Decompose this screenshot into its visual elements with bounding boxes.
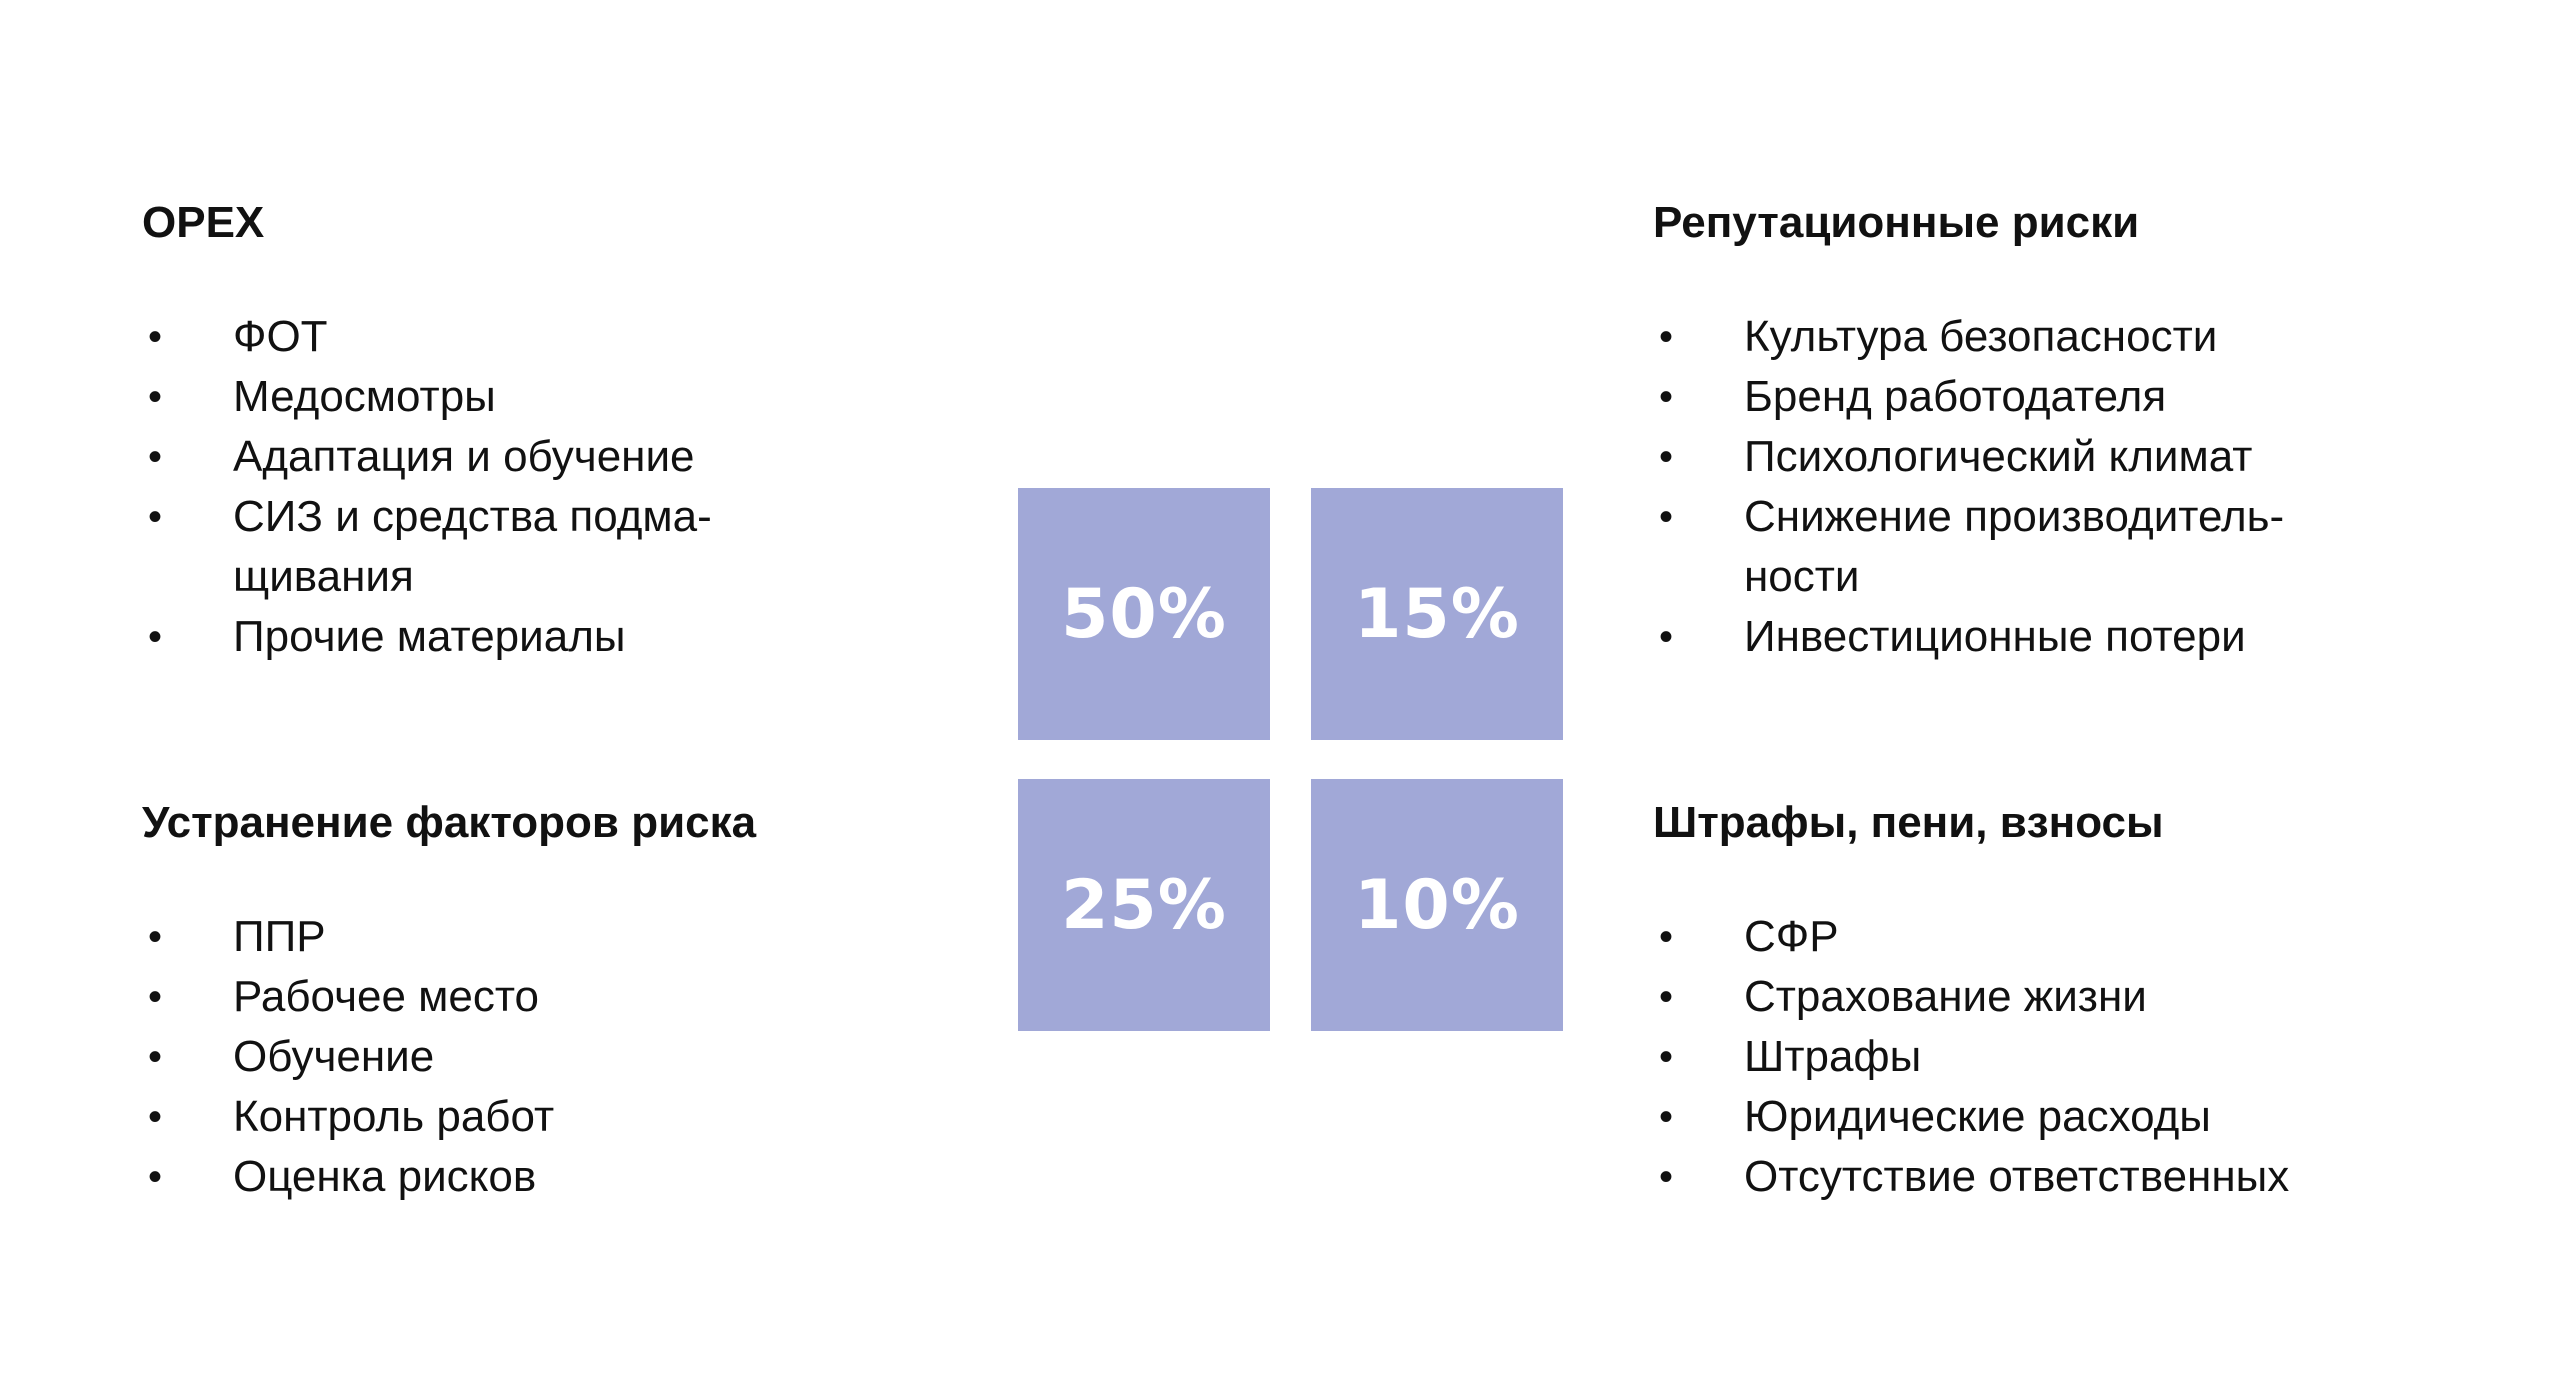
list-item: • Юридические расходы bbox=[1653, 1087, 2553, 1147]
bullet-icon: • bbox=[148, 975, 163, 1019]
list-item: • Культура безопасности bbox=[1653, 307, 2553, 367]
list-item: • Бренд работодателя bbox=[1653, 367, 2553, 427]
list-item-label: ППР bbox=[233, 912, 326, 961]
percent-tile-reputation: 15% bbox=[1311, 488, 1563, 740]
list-item-label: Оценка рисков bbox=[233, 1152, 537, 1201]
opex-block: OPEX • ФОТ • Медосмотры • Адаптация и обуче… bbox=[142, 193, 1042, 667]
bullet-icon: • bbox=[148, 1095, 163, 1139]
list-item: • Рабочее место bbox=[142, 967, 1042, 1027]
list-item-label: Обучение bbox=[233, 1032, 435, 1081]
list-item: • ППР bbox=[142, 907, 1042, 967]
bullet-icon: • bbox=[1659, 375, 1674, 419]
list-item-label: Культура безопасности bbox=[1744, 312, 2218, 361]
bullet-icon: • bbox=[148, 315, 163, 359]
list-item: • Отсутствие ответственных bbox=[1653, 1147, 2553, 1207]
bullet-icon: • bbox=[1659, 615, 1674, 659]
list-item: • ФОТ bbox=[142, 307, 1042, 367]
percent-tile-fines: 10% bbox=[1311, 779, 1563, 1031]
risk-factors-list: • ППР • Рабочее место • Обучение • Контроль … bbox=[142, 907, 1042, 1207]
list-item-label: Инвестиционные потери bbox=[1744, 612, 2246, 661]
opex-list: • ФОТ • Медосмотры • Адаптация и обучение •… bbox=[142, 307, 1042, 667]
fines-list: • СФР • Страхование жизни • Штрафы • Юридиче… bbox=[1653, 907, 2553, 1207]
bullet-icon: • bbox=[148, 435, 163, 479]
bullet-icon: • bbox=[1659, 1095, 1674, 1139]
list-item: • Контроль работ bbox=[142, 1087, 1042, 1147]
reputation-risks-block: Репутационные риски • Культура безопаснос… bbox=[1653, 193, 2553, 667]
list-item-label: СИЗ и средства подма- щивания bbox=[233, 492, 712, 601]
list-item: • Снижение производитель- ности bbox=[1653, 487, 2553, 607]
bullet-icon: • bbox=[1659, 1035, 1674, 1079]
risk-factors-block: Устранение факторов риска • ППР • Рабочее … bbox=[142, 793, 1042, 1207]
list-item: • Страхование жизни bbox=[1653, 967, 2553, 1027]
percent-tile-risk-factors: 25% bbox=[1018, 779, 1270, 1031]
list-item-label: Психологический климат bbox=[1744, 432, 2253, 481]
list-item-label: Отсутствие ответственных bbox=[1744, 1152, 2290, 1201]
bullet-icon: • bbox=[1659, 315, 1674, 359]
fines-title: Штрафы, пени, взносы bbox=[1653, 798, 2164, 847]
bullet-icon: • bbox=[148, 495, 163, 539]
list-item: • Штрафы bbox=[1653, 1027, 2553, 1087]
bullet-icon: • bbox=[148, 1035, 163, 1079]
list-item-label: Бренд работодателя bbox=[1744, 372, 2167, 421]
risk-factors-title: Устранение факторов риска bbox=[142, 798, 757, 847]
fines-block: Штрафы, пени, взносы • СФР • Страхование ж… bbox=[1653, 793, 2553, 1207]
bullet-icon: • bbox=[1659, 915, 1674, 959]
list-item-label: Контроль работ bbox=[233, 1092, 555, 1141]
list-item-label: Снижение производитель- ности bbox=[1744, 492, 2285, 601]
list-item: • СИЗ и средства подма- щивания bbox=[142, 487, 1042, 607]
bullet-icon: • bbox=[1659, 1155, 1674, 1199]
bullet-icon: • bbox=[148, 915, 163, 959]
percent-tile-opex: 50% bbox=[1018, 488, 1270, 740]
list-item-label: Рабочее место bbox=[233, 972, 540, 1021]
list-item: • Оценка рисков bbox=[142, 1147, 1042, 1207]
list-item: • Психологический климат bbox=[1653, 427, 2553, 487]
list-item-label: Медосмотры bbox=[233, 372, 496, 421]
list-item-label: ФОТ bbox=[233, 312, 328, 361]
bullet-icon: • bbox=[1659, 975, 1674, 1019]
list-item-label: Страхование жизни bbox=[1744, 972, 2147, 1021]
opex-title: OPEX bbox=[142, 198, 265, 247]
reputation-risks-title: Репутационные риски bbox=[1653, 198, 2140, 247]
list-item-label: Юридические расходы bbox=[1744, 1092, 2211, 1141]
list-item-label: СФР bbox=[1744, 912, 1839, 961]
list-item: • СФР bbox=[1653, 907, 2553, 967]
list-item: • Медосмотры bbox=[142, 367, 1042, 427]
list-item: • Обучение bbox=[142, 1027, 1042, 1087]
list-item-label: Прочие материалы bbox=[233, 612, 626, 661]
list-item: • Инвестиционные потери bbox=[1653, 607, 2553, 667]
bullet-icon: • bbox=[148, 375, 163, 419]
reputation-risks-list: • Культура безопасности • Бренд работодате… bbox=[1653, 307, 2553, 667]
bullet-icon: • bbox=[1659, 495, 1674, 539]
list-item-label: Штрафы bbox=[1744, 1032, 1922, 1081]
list-item: • Прочие материалы bbox=[142, 607, 1042, 667]
bullet-icon: • bbox=[148, 1155, 163, 1199]
list-item: • Адаптация и обучение bbox=[142, 427, 1042, 487]
list-item-label: Адаптация и обучение bbox=[233, 432, 695, 481]
bullet-icon: • bbox=[1659, 435, 1674, 479]
bullet-icon: • bbox=[148, 615, 163, 659]
